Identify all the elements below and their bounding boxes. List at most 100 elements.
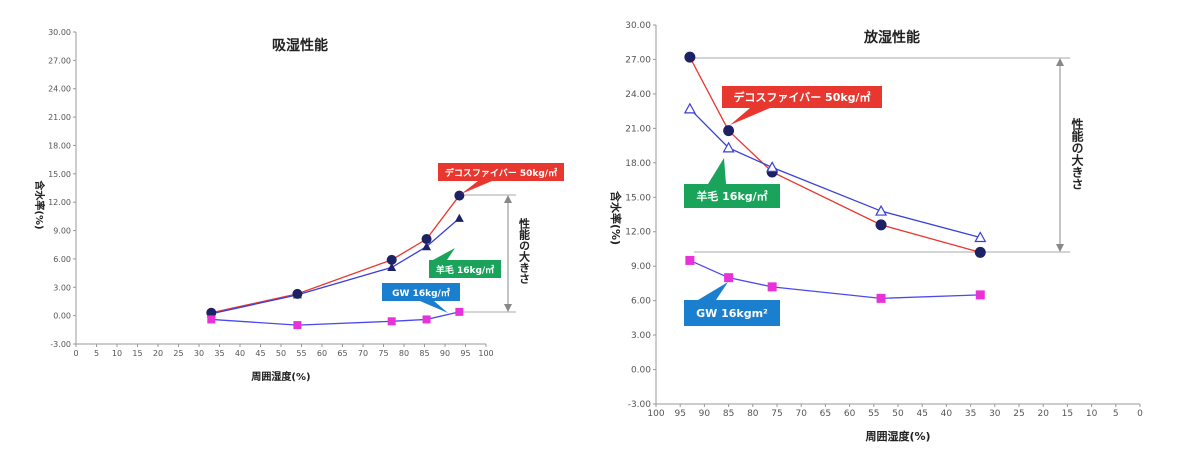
y-tick-label: 27.00 bbox=[625, 55, 651, 65]
x-tick-label: 15 bbox=[1062, 409, 1073, 419]
data-point-triangle bbox=[683, 102, 696, 114]
x-tick-label: 95 bbox=[460, 349, 470, 358]
callout-tail bbox=[461, 181, 492, 194]
data-point-circle bbox=[454, 190, 465, 201]
x-tick-label: 85 bbox=[723, 409, 734, 419]
callout-tail bbox=[708, 158, 726, 184]
y-tick-label: 0.00 bbox=[631, 366, 651, 376]
y-tick-label: 12.00 bbox=[48, 198, 71, 207]
data-point-triangle bbox=[766, 161, 779, 173]
legend-label-series-2: GW 16kgm² bbox=[696, 307, 768, 320]
performance-magnitude-label: 性能の大きさ bbox=[1070, 117, 1084, 190]
y-tick-label: 12.00 bbox=[625, 228, 651, 238]
x-tick-label: 85 bbox=[419, 349, 429, 358]
x-tick-label: 90 bbox=[699, 409, 711, 419]
y-tick-label: 27.00 bbox=[48, 56, 71, 65]
x-tick-label: 15 bbox=[132, 349, 142, 358]
x-tick-label: 100 bbox=[647, 409, 664, 419]
x-tick-label: 50 bbox=[276, 349, 286, 358]
callout-box bbox=[684, 184, 780, 208]
y-tick-label: 6.00 bbox=[631, 297, 651, 307]
y-tick-label: 21.00 bbox=[48, 113, 71, 122]
x-tick-label: 20 bbox=[153, 349, 163, 358]
data-point-square bbox=[387, 317, 396, 326]
callout-box bbox=[684, 300, 780, 326]
data-point-triangle bbox=[974, 231, 987, 243]
x-tick-label: 80 bbox=[399, 349, 409, 358]
y-tick-label: 3.00 bbox=[53, 283, 71, 292]
x-tick-label: 40 bbox=[941, 409, 953, 419]
x-tick-label: 5 bbox=[1113, 409, 1119, 419]
data-point-triangle bbox=[722, 141, 735, 153]
data-point-square bbox=[724, 273, 734, 283]
callout-tail bbox=[698, 282, 728, 300]
x-axis-label: 周囲湿度(%) bbox=[865, 429, 930, 443]
data-point-circle bbox=[875, 219, 887, 231]
x-tick-label: 20 bbox=[1037, 409, 1049, 419]
data-point-square bbox=[685, 255, 695, 265]
y-tick-label: -3.00 bbox=[50, 340, 71, 349]
y-tick-label: 30.00 bbox=[48, 28, 71, 37]
x-tick-label: 55 bbox=[868, 409, 879, 419]
data-point-circle bbox=[974, 246, 986, 258]
x-tick-label: 60 bbox=[317, 349, 327, 358]
data-point-square bbox=[975, 290, 985, 300]
data-point-square bbox=[876, 293, 886, 303]
x-tick-label: 5 bbox=[94, 349, 99, 358]
data-point-square bbox=[207, 315, 216, 324]
y-tick-label: 9.00 bbox=[53, 227, 71, 236]
x-tick-label: 35 bbox=[214, 349, 224, 358]
y-tick-label: 15.00 bbox=[48, 170, 71, 179]
data-point-square bbox=[455, 307, 464, 316]
magnitude-arrow-head-top bbox=[504, 195, 512, 203]
x-tick-label: 30 bbox=[989, 409, 1001, 419]
y-tick-label: 18.00 bbox=[48, 141, 71, 150]
desorption-chart-panel: -3.00 0.00 3.00 6.00 9.00 12.00 15.00 18.00 21.0… bbox=[590, 0, 1186, 465]
desorption-chart: -3.00 0.00 3.00 6.00 9.00 12.00 15.00 18.00 21.0… bbox=[609, 21, 1143, 443]
x-tick-label: 45 bbox=[255, 349, 265, 358]
data-point-triangle bbox=[422, 242, 432, 251]
data-point-square bbox=[422, 315, 431, 324]
x-tick-label: 30 bbox=[194, 349, 204, 358]
legend-label-series-2: GW 16kg/㎡ bbox=[392, 287, 450, 299]
y-axis-label: 含水率(%) bbox=[609, 190, 623, 245]
y-tick-label: 15.00 bbox=[625, 193, 651, 203]
chart-title: 吸湿性能 bbox=[272, 37, 328, 54]
x-tick-label: 65 bbox=[337, 349, 347, 358]
data-point-triangle bbox=[875, 204, 888, 216]
x-tick-label: 60 bbox=[844, 409, 856, 419]
x-tick-label: 40 bbox=[235, 349, 245, 358]
callout-box bbox=[438, 163, 564, 181]
x-tick-label: 100 bbox=[478, 349, 493, 358]
y-tick-label: 9.00 bbox=[631, 262, 651, 272]
x-tick-label: 95 bbox=[674, 409, 685, 419]
x-tick-label: 80 bbox=[747, 409, 759, 419]
series-line-2 bbox=[211, 311, 460, 326]
data-point-triangle bbox=[454, 213, 464, 222]
y-tick-label: 6.00 bbox=[53, 255, 71, 264]
x-tick-label: 90 bbox=[440, 349, 450, 358]
y-tick-label: 21.00 bbox=[625, 124, 651, 134]
callout-tail bbox=[420, 301, 448, 313]
x-tick-label: 25 bbox=[1013, 409, 1024, 419]
magnitude-arrow-head-bottom bbox=[1056, 244, 1064, 252]
data-point-triangle bbox=[292, 290, 302, 299]
magnitude-arrow-head-top bbox=[1056, 58, 1064, 66]
magnitude-arrow-head-bottom bbox=[504, 304, 512, 312]
x-tick-label: 55 bbox=[296, 349, 306, 358]
legend-label-series-0: デコスファイバー 50kg/㎡ bbox=[733, 90, 870, 104]
performance-magnitude-label: 性能の大きさ bbox=[518, 217, 531, 285]
x-tick-label: 10 bbox=[1086, 409, 1098, 419]
series-line-2 bbox=[689, 259, 981, 299]
y-tick-label: -3.00 bbox=[628, 400, 652, 410]
y-axis-label: 含水率(%) bbox=[33, 180, 46, 229]
callout-box bbox=[382, 283, 460, 301]
chart-title: 放湿性能 bbox=[863, 29, 920, 46]
absorption-chart-panel: -3.00 0.00 3.00 6.00 9.00 12.00 15.00 18.00 21.0… bbox=[0, 0, 590, 465]
callout-tail bbox=[433, 248, 455, 260]
x-tick-label: 50 bbox=[892, 409, 904, 419]
data-point-circle bbox=[723, 125, 735, 137]
x-tick-label: 45 bbox=[916, 409, 927, 419]
data-point-triangle bbox=[206, 309, 216, 318]
data-point-triangle bbox=[387, 262, 397, 272]
